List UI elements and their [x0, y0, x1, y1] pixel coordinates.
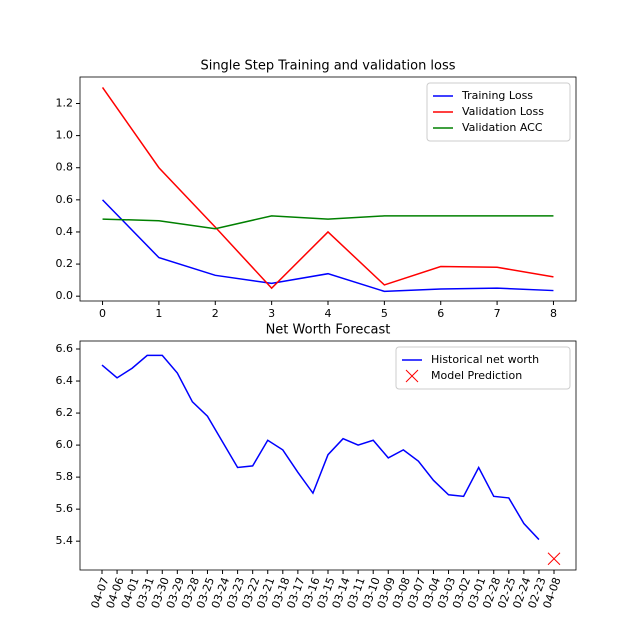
chart-title: Net Worth Forecast: [266, 323, 391, 338]
axes-frame: [79, 340, 577, 571]
y-tick-label: 1.2: [56, 96, 74, 109]
y-tick-label: 0.4: [56, 225, 74, 238]
y-tick-label: 1.0: [56, 129, 74, 142]
y-tick-label: 0.8: [56, 161, 74, 174]
y-tick-label: 5.6: [56, 502, 74, 515]
x-tick-label: 6: [437, 307, 444, 320]
legend-label: Validation Loss: [462, 105, 544, 118]
legend-box: [426, 82, 571, 142]
x-tick-label: 1: [155, 307, 162, 320]
series-line: [102, 199, 554, 293]
legend-marker: [405, 369, 419, 383]
x-tick-label: 2: [212, 307, 219, 320]
y-tick-label: 6.4: [56, 374, 74, 387]
x-tick-label: 5: [381, 307, 388, 320]
x-tick-label: 3: [268, 307, 275, 320]
x-tick-label: 4: [325, 307, 332, 320]
y-tick-label: 6.0: [56, 438, 74, 451]
y-tick-label: 0.0: [56, 289, 74, 302]
legend-label: Training Loss: [461, 89, 533, 102]
x-tick-label: 7: [494, 307, 501, 320]
series-line: [102, 215, 554, 230]
marker: [547, 552, 561, 566]
x-tick-label: 0: [99, 307, 106, 320]
series-line: [101, 354, 540, 541]
y-tick-label: 0.2: [56, 257, 74, 270]
chart-title: Single Step Training and validation loss: [200, 59, 455, 74]
legend-box: [395, 346, 571, 390]
y-tick-label: 5.8: [56, 470, 74, 483]
y-tick-label: 6.2: [56, 406, 74, 419]
series-line: [101, 87, 554, 290]
y-tick-label: 5.4: [56, 534, 74, 547]
legend-label: Model Prediction: [431, 369, 522, 382]
legend-label: Historical net worth: [431, 353, 539, 366]
y-tick-label: 6.6: [56, 342, 74, 355]
x-tick-label: 8: [550, 307, 557, 320]
legend-label: Validation ACC: [462, 121, 543, 134]
axes-frame: [79, 76, 577, 302]
y-tick-label: 0.6: [56, 193, 74, 206]
